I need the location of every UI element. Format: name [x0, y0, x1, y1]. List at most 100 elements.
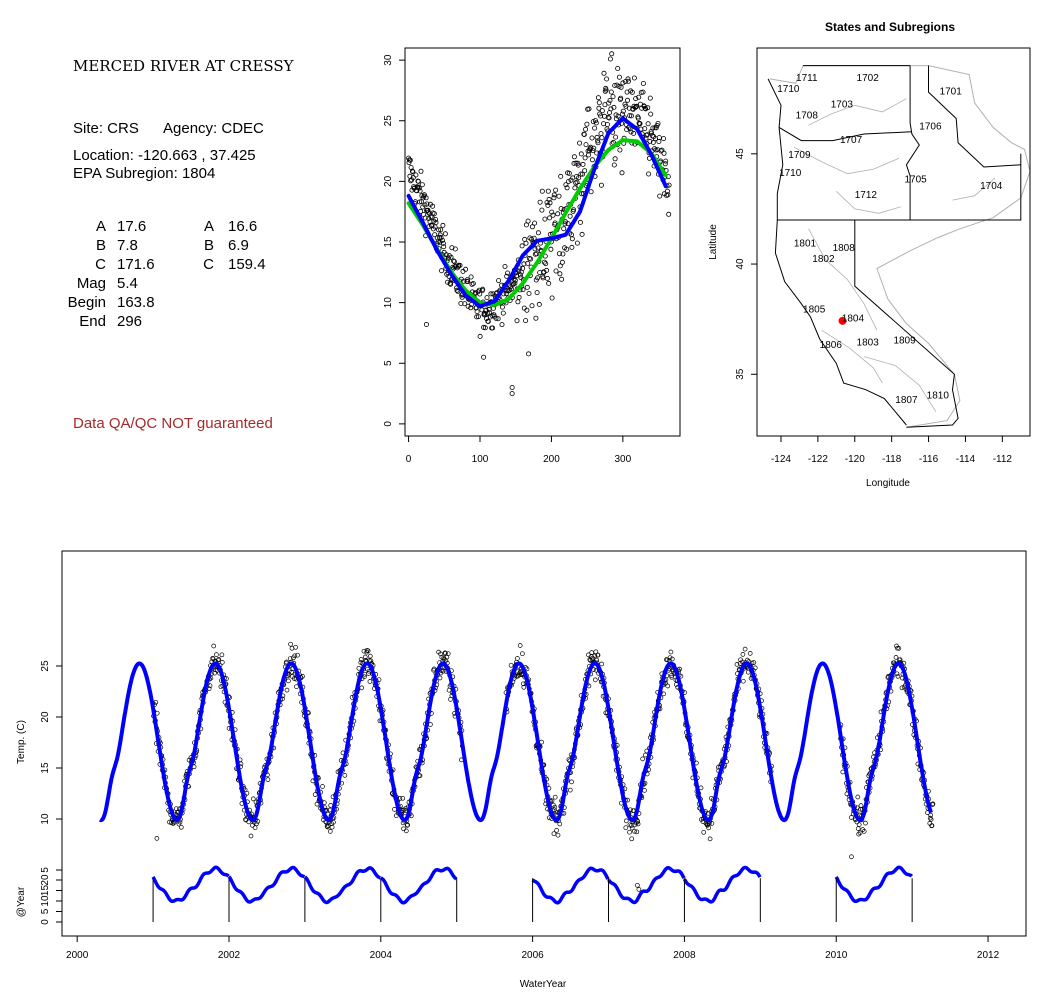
- data-point: [552, 220, 558, 226]
- data-point: [325, 824, 330, 830]
- data-point: [524, 284, 530, 290]
- data-point: [445, 255, 451, 261]
- data-point: [551, 192, 557, 198]
- data-point: [629, 89, 635, 95]
- data-point: [701, 829, 707, 835]
- data-point: [896, 646, 902, 651]
- data-point: [610, 94, 616, 100]
- data-point: [894, 671, 900, 677]
- inset-y-tick-label: 10: [40, 895, 51, 907]
- data-point: [410, 175, 416, 181]
- timeseries-chart: 2000 2002 2004 2006 2008 2010 2012510152025051…: [16, 550, 1027, 990]
- data-point: [625, 78, 631, 84]
- data-point: [747, 651, 753, 656]
- scatter-axes: 0 100 200 300 0 5 10 15 20 25 30: [383, 54, 632, 465]
- param-value: 17.6: [117, 218, 146, 235]
- data-point: [577, 140, 583, 146]
- data-point: [640, 81, 646, 87]
- data-point: [665, 683, 671, 689]
- data-point: [364, 649, 370, 655]
- data-point: [526, 290, 532, 296]
- data-point: [442, 650, 448, 656]
- data-point: [629, 825, 635, 831]
- data-point: [410, 169, 416, 175]
- data-point: [417, 773, 423, 779]
- region-label-1801: 1801: [794, 238, 817, 249]
- data-point: [664, 188, 670, 194]
- data-point: [499, 322, 505, 328]
- data-point: [404, 823, 410, 828]
- data-point: [564, 246, 570, 252]
- data-point: [861, 829, 867, 834]
- data-point: [627, 126, 633, 132]
- data-point: [432, 224, 438, 230]
- data-point: [452, 246, 458, 252]
- data-point: [929, 823, 935, 828]
- data-point: [592, 677, 598, 683]
- data-point: [532, 246, 538, 252]
- region-label-1711: 1711: [796, 73, 818, 84]
- data-point: [470, 280, 476, 286]
- state-border: [928, 65, 1021, 168]
- inset-year-curve: [607, 866, 686, 905]
- data-point: [535, 275, 541, 281]
- data-point: [441, 244, 447, 250]
- state-border: [777, 153, 1022, 221]
- data-point: [214, 652, 219, 657]
- data-point: [455, 288, 461, 294]
- subregion-boundary: [952, 177, 996, 201]
- data-point: [642, 788, 647, 793]
- data-point: [546, 280, 552, 286]
- region-label-1809: 1809: [893, 335, 916, 346]
- y-tick-label: 40: [735, 258, 746, 270]
- data-point: [477, 333, 483, 339]
- data-point: [539, 207, 545, 213]
- data-point: [474, 309, 480, 315]
- data-point: [620, 108, 626, 114]
- param-value: 163.8: [117, 294, 155, 311]
- data-point: [552, 794, 558, 800]
- outlier-point: [154, 836, 160, 841]
- data-point: [930, 801, 936, 807]
- data-point: [655, 121, 661, 127]
- data-point: [502, 263, 508, 269]
- data-point: [408, 178, 414, 184]
- data-point: [650, 125, 656, 131]
- location-label: Location: -120.663 , 37.425: [73, 147, 256, 164]
- data-point: [520, 287, 526, 293]
- data-point: [425, 209, 431, 215]
- inset-year-curve: [151, 865, 230, 904]
- data-point: [265, 777, 271, 782]
- data-point: [625, 76, 631, 82]
- site-title: MERCED RIVER AT CRESSY: [73, 57, 295, 75]
- data-point: [292, 653, 298, 659]
- region-label-1704: 1704: [980, 181, 1003, 192]
- data-point: [437, 675, 443, 681]
- data-point: [611, 104, 617, 110]
- data-point: [442, 231, 448, 237]
- region-label-1807: 1807: [895, 395, 918, 406]
- timeseries-x-axis-label: WaterYear: [520, 979, 567, 990]
- data-point: [439, 268, 445, 274]
- data-point: [594, 134, 600, 140]
- data-point: [493, 315, 499, 321]
- data-point: [588, 189, 594, 195]
- data-point: [571, 154, 577, 160]
- data-point: [544, 267, 550, 273]
- data-point: [622, 79, 628, 85]
- data-point: [401, 826, 406, 832]
- data-point: [591, 145, 597, 151]
- data-point: [523, 318, 529, 324]
- data-point: [612, 156, 618, 162]
- data-point: [595, 140, 601, 146]
- x-tick-label: 100: [472, 454, 489, 465]
- data-point: [592, 118, 598, 124]
- data-point: [457, 262, 463, 268]
- data-point: [557, 821, 563, 827]
- data-point: [640, 89, 646, 95]
- data-point: [515, 656, 520, 661]
- site-marker: [838, 316, 847, 325]
- x-tick-label: 300: [615, 454, 632, 465]
- data-point: [669, 656, 675, 662]
- data-point: [751, 660, 757, 665]
